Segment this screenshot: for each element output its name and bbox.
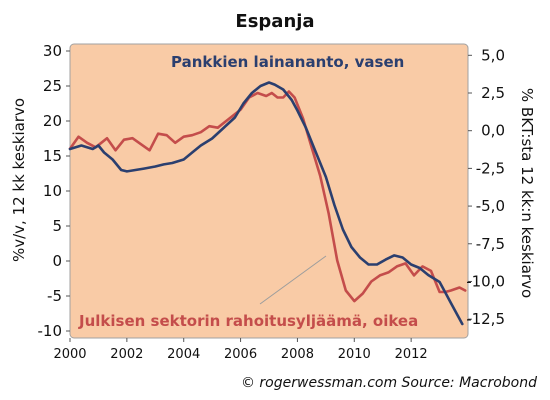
annotation-bank-lending: Pankkien lainananto, vasen (171, 53, 404, 71)
y-tick-label-left: 0 (52, 252, 62, 270)
plot-area (69, 43, 469, 339)
y-tick-label-right: -5,0 (476, 197, 505, 215)
y-tick-label-right: 5,0 (481, 46, 505, 64)
annotation-public-surplus: Julkisen sektorin rahoitusyljäämä, oikea (78, 312, 418, 330)
chart-title: Espanja (235, 11, 314, 32)
y-tick-label-left: 25 (43, 77, 62, 95)
series-layer (68, 81, 467, 326)
y-tick-label-right: 0,0 (481, 122, 505, 140)
left-axis: 30 25 20 15 10 5 0 -5 -10 (38, 42, 70, 340)
source-credit: © rogerwessman.com Source: Macrobond (241, 375, 537, 391)
y-tick-label-left: -10 (38, 322, 63, 340)
y-tick-label-right: 2,5 (481, 84, 505, 102)
y-axis-label-right: % BKT:sta 12 kk:n keskiarvo (518, 88, 536, 298)
y-tick-label-left: 10 (43, 182, 62, 200)
x-tick-label: 2006 (224, 347, 257, 362)
y-tick-label-right: -7,5 (476, 235, 505, 253)
x-tick-label: 2010 (338, 347, 371, 362)
series-line-bank-lending (68, 81, 464, 326)
x-tick-label: 2004 (167, 347, 200, 362)
y-tick-label-left: 5 (52, 217, 62, 235)
y-tick-label-left: 15 (43, 147, 62, 165)
y-tick-label-left: 30 (43, 42, 62, 60)
x-tick-label: 2012 (395, 347, 428, 362)
y-tick-label-right: -12,5 (466, 310, 505, 328)
y-tick-label-right: -10,0 (466, 272, 505, 290)
y-axis-label-left: %v/v, 12 kk keskiarvo (10, 98, 28, 262)
right-axis: 5,0 2,5 0,0 -2,5 -5,0 -7,5 -10,0 -12,5 (466, 46, 505, 328)
x-tick-label: 2000 (53, 347, 86, 362)
series-line-public-surplus (68, 90, 467, 303)
x-tick-label: 2002 (110, 347, 143, 362)
x-axis: 2000 2002 2004 2006 2008 2010 2012 (53, 338, 428, 362)
y-tick-label-left: 20 (43, 112, 62, 130)
y-tick-label-right: -2,5 (476, 159, 505, 177)
y-tick-label-left: -5 (47, 287, 62, 305)
annotation-pointer-line (259, 255, 327, 305)
x-tick-label: 2008 (281, 347, 314, 362)
